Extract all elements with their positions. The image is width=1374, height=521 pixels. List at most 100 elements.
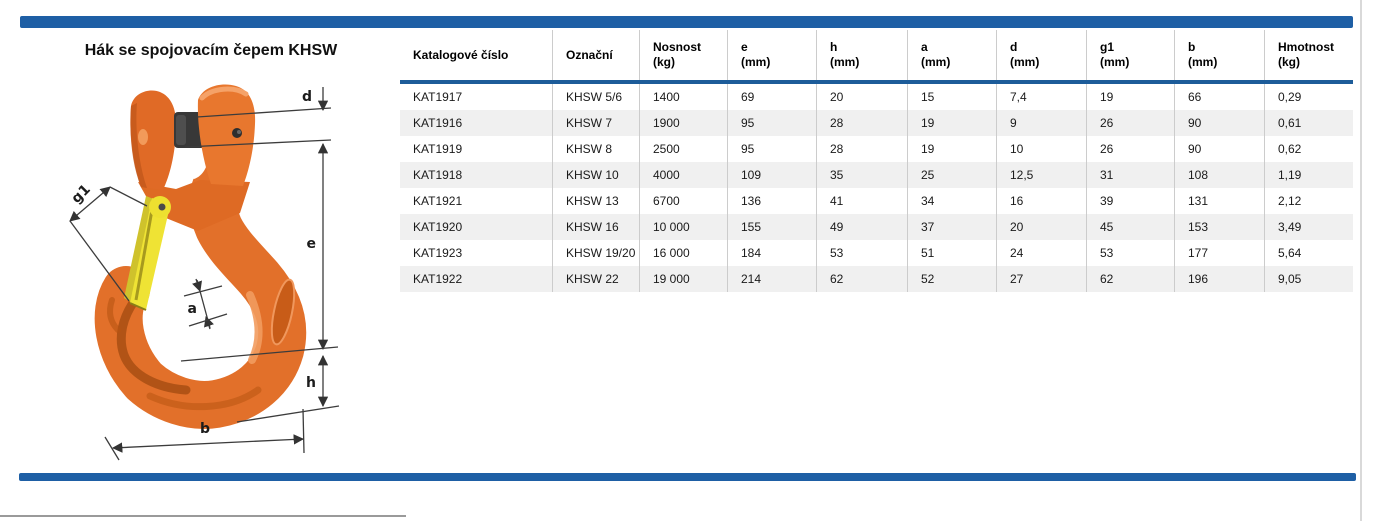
cell-g1: 53 [1087, 240, 1175, 266]
cell-e: 109 [728, 162, 817, 188]
table-row: KAT1917 KHSW 5/6 1400 69 20 15 7,4 19 66 0,29 [400, 84, 1353, 110]
cell-d: 20 [997, 214, 1087, 240]
cell-nosnost: 1900 [640, 110, 728, 136]
column-header-g1: g1 (mm) [1087, 30, 1175, 80]
right-ear [197, 84, 256, 186]
cell-oznacni: KHSW 5/6 [553, 84, 640, 110]
cell-hmotnost: 9,05 [1278, 272, 1302, 286]
cell-a: 19 [908, 110, 997, 136]
cell-e: 155 [728, 214, 817, 240]
cell-b: 108 [1175, 162, 1265, 188]
cell-h: 28 [817, 110, 908, 136]
cell-b: 90 [1175, 110, 1265, 136]
cell-katalog: KAT1916 [400, 110, 553, 136]
cell-a: 37 [908, 214, 997, 240]
fork-slot [178, 148, 210, 179]
cell-a: 25 [908, 162, 997, 188]
table-row: KAT1920 KHSW 16 10 000 155 49 37 20 45 153 3,49 [400, 214, 1353, 240]
column-header-b: b (mm) [1175, 30, 1265, 80]
cell-katalog: KAT1923 [400, 240, 553, 266]
column-header-h: h (mm) [817, 30, 908, 80]
table-row: KAT1919 KHSW 8 2500 95 28 19 10 26 90 0,62 [400, 136, 1353, 162]
table-body: KAT1917 KHSW 5/6 1400 69 20 15 7,4 19 66 0,29 KAT1… [400, 84, 1353, 292]
table-row: KAT1923 KHSW 19/20 16 000 184 53 51 24 53 177 5,6… [400, 240, 1353, 266]
cell-b: 131 [1175, 188, 1265, 214]
cell-hmotnost: 2,12 [1278, 194, 1302, 208]
cell-h: 35 [817, 162, 908, 188]
hook-side-groove [270, 278, 296, 346]
cell-a: 15 [908, 84, 997, 110]
dimension-lines: d g1 e a h b [69, 87, 340, 461]
top-accent-bar [20, 16, 1353, 28]
cell-h: 41 [817, 188, 908, 214]
cell-h: 28 [817, 136, 908, 162]
cell-e: 69 [728, 84, 817, 110]
column-header-nosnost: Nosnost (kg) [640, 30, 728, 80]
cell-h: 20 [817, 84, 908, 110]
cell-a: 19 [908, 136, 997, 162]
table-row: KAT1921 KHSW 13 6700 136 41 34 16 39 131 2,12 [400, 188, 1353, 214]
column-header-e: e (mm) [728, 30, 817, 80]
cell-e: 95 [728, 110, 817, 136]
table-header-row: Katalogové číslo Označní Nosnost (kg) e (mm) h… [400, 30, 1353, 84]
cell-hmotnost: 5,64 [1278, 246, 1302, 260]
cell-d: 12,5 [997, 162, 1087, 188]
cell-nosnost: 1400 [640, 84, 728, 110]
cell-g1: 19 [1087, 84, 1175, 110]
cell-d: 7,4 [997, 84, 1087, 110]
cell-katalog: KAT1920 [400, 214, 553, 240]
cell-katalog: KAT1919 [400, 136, 553, 162]
cell-b: 153 [1175, 214, 1265, 240]
cell-g1: 45 [1087, 214, 1175, 240]
column-header-a: a (mm) [908, 30, 997, 80]
cell-g1: 31 [1087, 162, 1175, 188]
cell-d: 27 [997, 266, 1087, 292]
cell-oznacni: KHSW 22 [553, 266, 640, 292]
cell-b: 177 [1175, 240, 1265, 266]
cell-a: 51 [908, 240, 997, 266]
cell-oznacni: KHSW 19/20 [553, 240, 640, 266]
cell-nosnost: 4000 [640, 162, 728, 188]
cell-hmotnost: 0,61 [1278, 116, 1302, 130]
cell-katalog: KAT1921 [400, 188, 553, 214]
dim-label-d: d [302, 89, 312, 105]
cell-katalog: KAT1922 [400, 266, 553, 292]
cell-nosnost: 19 000 [640, 266, 728, 292]
cell-nosnost: 6700 [640, 188, 728, 214]
cell-oznacni: KHSW 13 [553, 188, 640, 214]
dim-label-h: h [306, 375, 316, 391]
cell-d: 10 [997, 136, 1087, 162]
dim-label-g1: g1 [69, 182, 94, 207]
table-row: KAT1922 KHSW 22 19 000 214 62 52 27 62 196 9,05 [400, 266, 1353, 292]
dim-label-e: e [307, 236, 317, 252]
cell-katalog: KAT1917 [400, 84, 553, 110]
dim-label-b: b [200, 421, 210, 437]
page-right-edge [1360, 0, 1362, 521]
cell-b: 196 [1175, 266, 1265, 292]
cell-oznacni: KHSW 10 [553, 162, 640, 188]
cell-hmotnost: 3,49 [1278, 220, 1302, 234]
cell-hmotnost: 0,62 [1278, 142, 1302, 156]
cell-nosnost: 2500 [640, 136, 728, 162]
cell-oznacni: KHSW 8 [553, 136, 640, 162]
cell-e: 136 [728, 188, 817, 214]
hook-body [94, 163, 307, 429]
table-row: KAT1918 KHSW 10 4000 109 35 25 12,5 31 108 1,19 [400, 162, 1353, 188]
bottom-divider-line [0, 515, 406, 517]
clevis-fork [130, 82, 256, 190]
column-header-katalog: Katalogové číslo [400, 30, 553, 80]
dim-label-a: a [188, 301, 197, 317]
table-row: KAT1916 KHSW 7 1900 95 28 19 9 26 90 0,61 [400, 110, 1353, 136]
cell-h: 62 [817, 266, 908, 292]
hook-technical-drawing: d g1 e a h b [69, 82, 340, 461]
cell-e: 214 [728, 266, 817, 292]
cell-h: 53 [817, 240, 908, 266]
cell-g1: 39 [1087, 188, 1175, 214]
cell-d: 9 [997, 110, 1087, 136]
page-title: Hák se spojovacím čepem KHSW [84, 42, 338, 59]
cell-nosnost: 16 000 [640, 240, 728, 266]
cell-katalog: KAT1918 [400, 162, 553, 188]
cell-hmotnost: 0,29 [1278, 90, 1302, 104]
safety-latch [124, 196, 171, 311]
